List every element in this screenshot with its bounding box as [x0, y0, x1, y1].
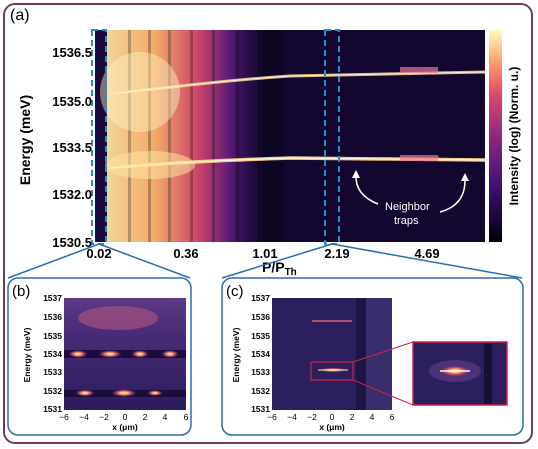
- annotation-arrowhead-right: [461, 173, 469, 181]
- ytick-b-3: 1534: [43, 349, 62, 359]
- xtick-b-4: 2: [143, 412, 148, 422]
- xtick-c-3: 0: [330, 412, 335, 422]
- panel-c-label: (c): [226, 283, 244, 300]
- annotation-traps: traps: [394, 215, 419, 227]
- ytick-b-1: 1536: [43, 312, 62, 322]
- xtick-b-6: 6: [184, 412, 189, 422]
- ytick-c-0: 1537: [251, 293, 270, 303]
- zoom-connector-bottom: [352, 379, 414, 406]
- ylabel-b: Energy (meV): [22, 327, 32, 382]
- ytick-a-0: 1536.5: [52, 45, 92, 60]
- panel-b-label: (b): [12, 283, 30, 300]
- panel-a-heatmap: [95, 30, 486, 242]
- panel-b-heatmap: [64, 298, 186, 410]
- xlabel-c: x (μm): [319, 422, 345, 432]
- zoom-selection-box: [310, 361, 354, 381]
- ytick-c-6: 1531: [251, 404, 270, 414]
- xtick-b-1: −4: [79, 412, 89, 422]
- xtick-b-5: 4: [163, 412, 168, 422]
- ylabel-a: Energy (meV): [17, 95, 33, 185]
- ytick-b-5: 1532: [43, 386, 62, 396]
- xtick-b-0: −6: [59, 412, 69, 422]
- connector-c-right: [331, 243, 523, 279]
- xtick-c-5: 4: [370, 412, 375, 422]
- xtick-a-3: 2.19: [324, 246, 349, 261]
- ytick-c-3: 1534: [251, 349, 270, 359]
- xtick-c-4: 2: [350, 412, 355, 422]
- xtick-a-0: 0.02: [86, 246, 111, 261]
- ytick-c-4: 1533: [251, 367, 270, 377]
- ytick-a-3: 1532.0: [52, 187, 92, 202]
- connector-b-left: [7, 243, 100, 279]
- xlabel-a: P/PTh: [262, 259, 297, 278]
- annotation-arrowhead-left: [352, 170, 360, 178]
- ytick-b-2: 1535: [43, 331, 62, 341]
- ytick-b-6: 1531: [43, 404, 62, 414]
- xtick-a-4: 4.69: [414, 246, 439, 261]
- xtick-c-6: 6: [390, 412, 395, 422]
- xtick-c-0: −6: [267, 412, 277, 422]
- annotation-arrow-right: [439, 177, 466, 213]
- xlabel-b: x (μm): [112, 422, 138, 432]
- xtick-a-2: 1.01: [252, 246, 277, 261]
- ytick-a-2: 1533.5: [52, 140, 92, 155]
- panel-c-heatmap: [272, 298, 392, 410]
- annotation-arrow-left: [355, 174, 379, 205]
- ytick-c-5: 1532: [251, 386, 270, 396]
- ylabel-c: Energy (meV): [231, 327, 241, 382]
- connector-c-left: [221, 243, 333, 279]
- ytick-c-1: 1536: [251, 312, 270, 322]
- ytick-a-4: 1530.5: [52, 235, 92, 250]
- zoom-inset: [412, 341, 508, 406]
- zoom-connector-top: [352, 341, 414, 363]
- colorbar: [489, 30, 502, 242]
- panel-a-label: (a): [10, 7, 30, 24]
- annotation-neighbor: Neighbor: [385, 201, 430, 213]
- ytick-a-1: 1535.0: [52, 94, 92, 109]
- xtick-b-2: −2: [99, 412, 109, 422]
- ytick-c-2: 1535: [251, 331, 270, 341]
- xtick-c-1: −4: [287, 412, 297, 422]
- xtick-c-2: −2: [307, 412, 317, 422]
- ytick-b-4: 1533: [43, 367, 62, 377]
- xtick-a-1: 0.36: [173, 246, 198, 261]
- xtick-b-3: 0: [123, 412, 128, 422]
- colorbar-label: Intensity (log) (Norm. u.): [507, 67, 521, 206]
- ytick-b-0: 1537: [43, 293, 62, 303]
- connector-b-right: [98, 243, 191, 279]
